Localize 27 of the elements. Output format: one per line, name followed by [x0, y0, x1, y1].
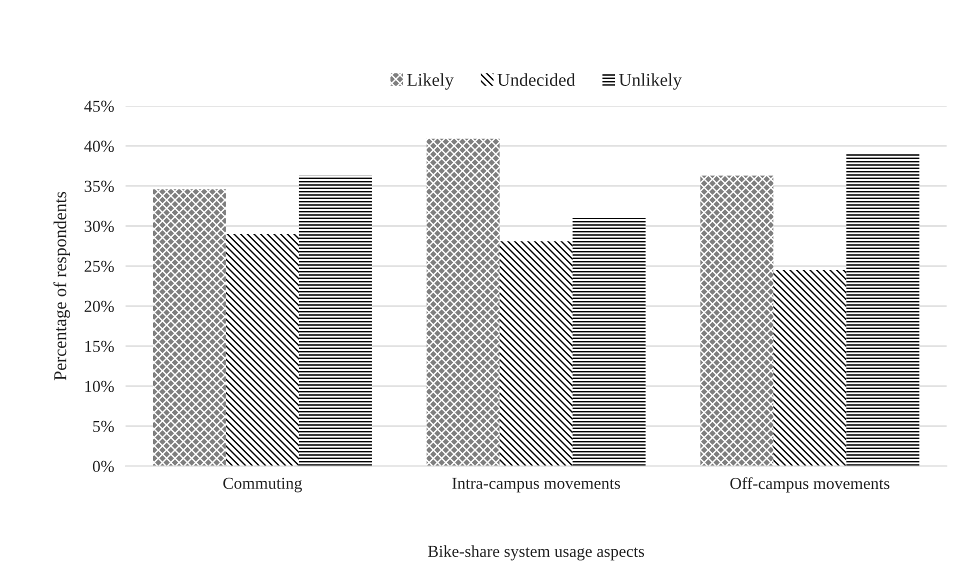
bar: [773, 270, 846, 466]
bar: [500, 241, 573, 466]
bar: [298, 176, 372, 466]
y-tick-label: 15%: [85, 340, 114, 352]
y-axis-title: Percentage of respondents: [53, 192, 70, 380]
y-tick-label: 20%: [84, 300, 114, 312]
y-tick-label: 25%: [84, 260, 114, 272]
x-tick-label: Off-campus movements: [730, 477, 890, 492]
bar: [846, 154, 920, 466]
bar: [426, 138, 500, 466]
y-tick-label: 35%: [84, 180, 114, 192]
x-tick-label: Commuting: [223, 478, 302, 492]
bar: [700, 176, 774, 466]
y-tick-label: 5%: [93, 420, 114, 432]
x-axis-title: Bike-share system usage aspects: [428, 545, 644, 560]
legend-label: Undecided: [498, 73, 576, 86]
y-tick-label: 45%: [84, 100, 114, 112]
bar: [572, 218, 646, 466]
legend-label: Unlikely: [619, 73, 682, 90]
y-tick-label: 40%: [84, 140, 114, 152]
legend-label: Likely: [407, 73, 454, 90]
bar: [152, 189, 226, 466]
y-tick-label: 30%: [84, 220, 114, 232]
x-tick-label: Intra-campus movements: [452, 478, 620, 492]
y-tick-label: 0%: [92, 460, 114, 472]
bar: [226, 234, 299, 466]
y-tick-label: 10%: [85, 380, 114, 392]
